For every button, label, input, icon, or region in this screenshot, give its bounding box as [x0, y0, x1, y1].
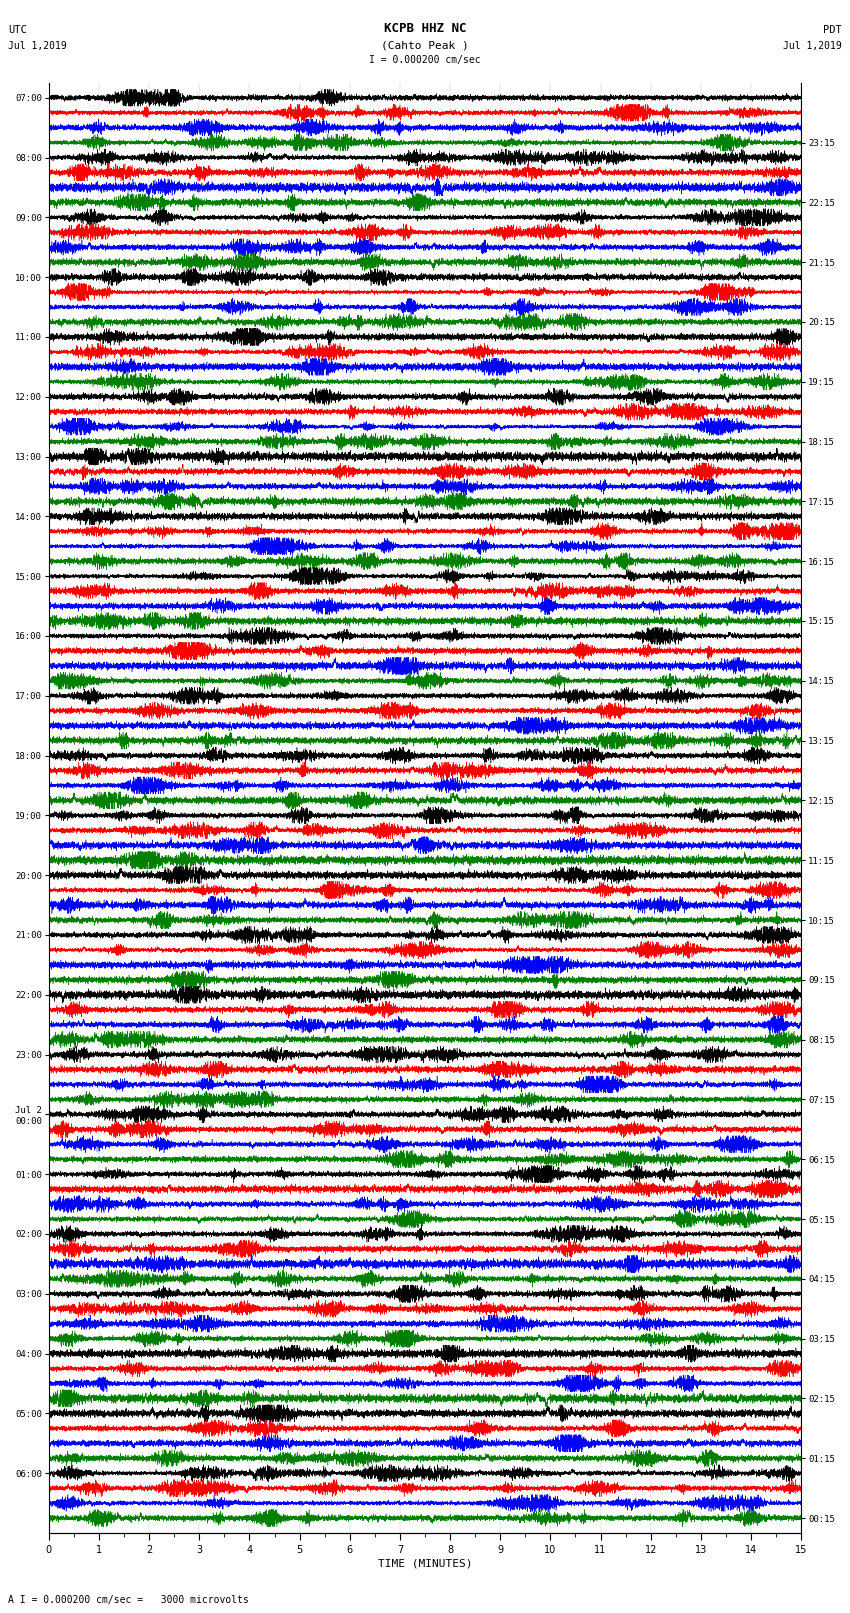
Text: KCPB HHZ NC: KCPB HHZ NC — [383, 21, 467, 35]
Text: Jul 1,2019: Jul 1,2019 — [783, 40, 842, 50]
Text: A I = 0.000200 cm/sec =   3000 microvolts: A I = 0.000200 cm/sec = 3000 microvolts — [8, 1595, 249, 1605]
Text: UTC: UTC — [8, 24, 27, 35]
Text: Jul 1,2019: Jul 1,2019 — [8, 40, 67, 50]
Text: PDT: PDT — [823, 24, 842, 35]
Text: (Cahto Peak ): (Cahto Peak ) — [381, 40, 469, 50]
Text: I = 0.000200 cm/sec: I = 0.000200 cm/sec — [369, 55, 481, 65]
X-axis label: TIME (MINUTES): TIME (MINUTES) — [377, 1560, 473, 1569]
